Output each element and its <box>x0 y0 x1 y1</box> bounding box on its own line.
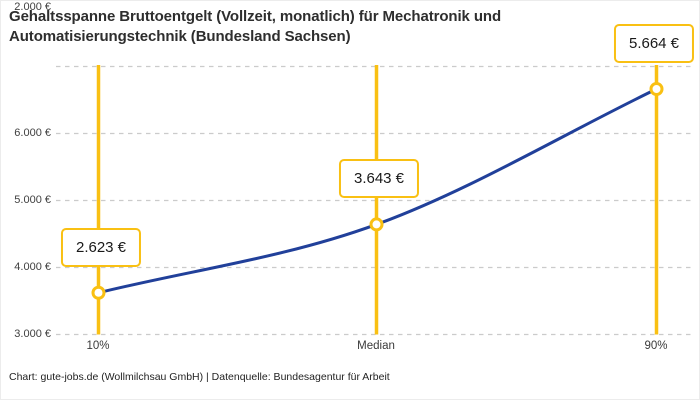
chart-title-line1: Gehaltsspanne Bruttoentgelt (Vollzeit, m… <box>9 8 502 25</box>
value-label-90th-percentile: 5.664 € <box>613 24 695 63</box>
chart-title: Gehaltsspanne Bruttoentgelt (Vollzeit, m… <box>9 7 629 47</box>
chart-source-credit: Chart: gute-jobs.de (Wollmilchsau GmbH) … <box>9 371 390 383</box>
y-axis-tick-5000: 5.000 € <box>14 194 51 206</box>
value-label-10th-percentile: 2.623 € <box>60 227 142 267</box>
y-axis-tick-2000: 2.000 € <box>14 1 51 13</box>
chart-title-line2: Automatisierungstechnik (Bundesland Sach… <box>9 28 351 45</box>
x-axis-label-90th-percentile: 90% <box>644 340 668 352</box>
y-axis-tick-3000: 3.000 € <box>14 328 51 340</box>
x-axis-label-median: Median <box>357 340 395 352</box>
y-axis-tick-6000: 6.000 € <box>14 127 51 139</box>
y-axis-tick-4000: 4.000 € <box>14 261 51 273</box>
data-point-marker-Median[interactable] <box>369 217 384 232</box>
data-point-marker-90%[interactable] <box>649 82 664 97</box>
value-label-median: 3.643 € <box>338 159 420 199</box>
x-axis-label-10th-percentile: 10% <box>86 340 110 352</box>
data-point-marker-10%[interactable] <box>91 285 106 300</box>
